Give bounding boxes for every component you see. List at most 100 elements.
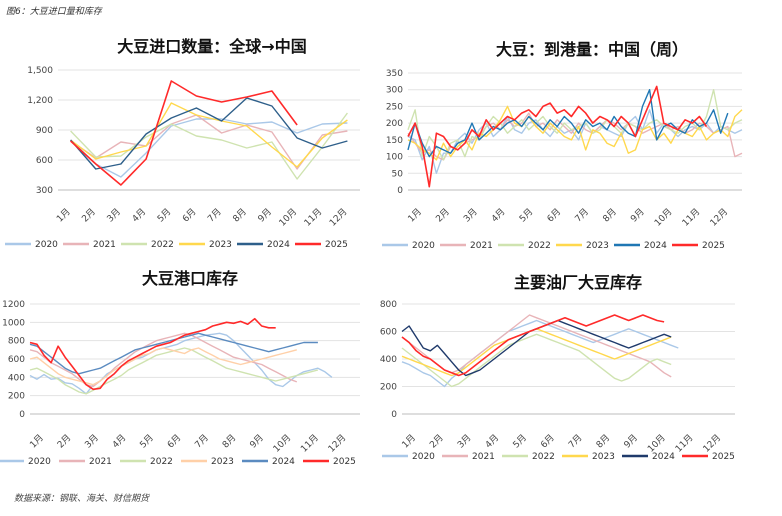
x-tick-label: 12月 — [327, 206, 349, 228]
legend-label: 2024 — [272, 457, 295, 467]
y-tick-label: 250 — [386, 102, 403, 112]
x-tick-label: 12月 — [708, 206, 730, 228]
x-tick-label: 8月 — [231, 206, 249, 224]
y-tick-label: 0 — [397, 186, 403, 196]
x-tick-label: 3月 — [455, 432, 473, 450]
x-tick-label: 9月 — [256, 206, 274, 224]
x-tick-label: 1月 — [55, 206, 73, 224]
series-line-2020 — [70, 118, 348, 178]
legend-item-2021: 2021 — [63, 240, 116, 250]
y-tick-label: 400 — [8, 373, 25, 383]
y-tick-label: 400 — [380, 355, 397, 365]
y-tick-label: 800 — [8, 337, 25, 347]
x-tick-label: 3月 — [83, 432, 101, 450]
legend-item-2020: 2020 — [382, 452, 435, 462]
legend-label: 2025 — [333, 457, 356, 467]
legend-item-2022: 2022 — [120, 457, 173, 467]
y-tick-label: 300 — [36, 186, 53, 196]
x-tick-label: 4月 — [110, 432, 128, 450]
y-tick-label: 1000 — [2, 318, 25, 328]
x-tick-label: 3月 — [462, 206, 480, 224]
y-tick-label: 350 — [386, 69, 403, 79]
data-source-note: 数据来源：钢联、海关、财信期货 — [14, 494, 150, 504]
x-tick-label: 2月 — [428, 432, 446, 450]
x-tick-label: 4月 — [130, 206, 148, 224]
y-tick-label: 150 — [386, 136, 403, 146]
x-tick-label: 1月 — [28, 432, 46, 450]
legend-item-2023: 2023 — [562, 452, 615, 462]
legend-label: 2020 — [412, 452, 435, 462]
chart-soybean-import-volume: 大豆进口数量：全球→中国 300 600 900 1,200 1,500 1月 2月 3月 4月 5… — [5, 37, 360, 250]
x-tick-label: 7月 — [206, 206, 224, 224]
y-tick-label: 200 — [380, 383, 397, 393]
y-tick-label: 600 — [36, 156, 53, 166]
x-tick-label: 3月 — [105, 206, 123, 224]
x-tick-label: 7月 — [193, 432, 211, 450]
y-tick-label: 600 — [380, 328, 397, 338]
legend-item-2025: 2025 — [672, 241, 725, 251]
x-tick-label: 10月 — [652, 206, 674, 228]
series-line-2022 — [401, 333, 672, 388]
legend-label: 2022 — [528, 241, 551, 251]
legend-item-2020: 2020 — [382, 241, 435, 251]
legend-label: 2023 — [209, 240, 232, 250]
legend-item-2024: 2024 — [242, 457, 295, 467]
series-line-2025 — [407, 85, 708, 188]
x-tick-label: 8月 — [594, 432, 612, 450]
legend-item-2024: 2024 — [614, 241, 667, 251]
x-tick-label: 5月 — [138, 432, 156, 450]
x-tick-label: 10月 — [271, 432, 293, 454]
x-tick-label: 10月 — [277, 206, 299, 228]
series-line-2023 — [70, 102, 348, 168]
legend-label: 2023 — [211, 457, 234, 467]
chart-soybean-port-inventory: 大豆港口库存 0 200 400 600 800 1000 1200 1月 2月 3月 4月 5月 6月 7… — [0, 269, 360, 467]
legend-label: 2020 — [35, 240, 58, 250]
x-tick-label: 4月 — [489, 206, 507, 224]
x-tick-label: 5月 — [517, 206, 535, 224]
x-tick-label: 7月 — [573, 206, 591, 224]
x-tick-label: 11月 — [302, 206, 324, 228]
x-tick-label: 8月 — [601, 206, 619, 224]
x-tick-label: 4月 — [483, 432, 501, 450]
y-tick-label: 900 — [36, 126, 53, 136]
legend-item-2023: 2023 — [179, 240, 232, 250]
y-tick-label: 0 — [391, 410, 397, 420]
x-tick-label: 6月 — [539, 432, 557, 450]
y-tick-label: 300 — [386, 86, 403, 96]
chart-oil-mill-soybean-inventory: 主要油厂大豆库存 0 200 400 600 800 1月 2月 3月 4月 5月 6月 7月 8月 9月 1… — [380, 273, 735, 462]
y-tick-label: 200 — [8, 392, 25, 402]
legend-label: 2021 — [93, 240, 116, 250]
y-tick-label: 1200 — [2, 300, 25, 310]
y-tick-label: 1,500 — [27, 66, 53, 76]
legend-label: 2023 — [586, 241, 609, 251]
series-line-2020 — [29, 332, 333, 395]
legend-item-2025: 2025 — [303, 457, 356, 467]
series-line-2023 — [407, 105, 743, 161]
x-tick-label: 5月 — [511, 432, 529, 450]
x-tick-label: 9月 — [629, 206, 647, 224]
series-line-2024 — [70, 97, 348, 170]
legend-label: 2025 — [325, 240, 348, 250]
legend-label: 2020 — [28, 457, 51, 467]
x-tick-label: 12月 — [326, 432, 348, 454]
legend-item-2023: 2023 — [556, 241, 609, 251]
legend-item-2025: 2025 — [295, 240, 348, 250]
series-line-2025 — [70, 80, 298, 186]
series-line-2020 — [401, 319, 679, 388]
legend-item-2021: 2021 — [442, 452, 495, 462]
x-tick-label: 5月 — [155, 206, 173, 224]
series-line-2023 — [29, 347, 297, 386]
x-tick-label: 2月 — [55, 432, 73, 450]
chart-title: 主要油厂大豆库存 — [514, 273, 642, 292]
legend-label: 2022 — [151, 240, 174, 250]
legend-label: 2022 — [150, 457, 173, 467]
x-tick-label: 9月 — [622, 432, 640, 450]
x-tick-label: 11月 — [673, 432, 695, 454]
chart-title: 大豆港口库存 — [142, 269, 238, 288]
legend-item-2023: 2023 — [181, 457, 234, 467]
legend-label: 2021 — [89, 457, 112, 467]
series-line-2022 — [70, 112, 348, 180]
y-tick-label: 100 — [386, 153, 403, 163]
legend-label: 2021 — [470, 241, 493, 251]
legend-item-2021: 2021 — [59, 457, 112, 467]
